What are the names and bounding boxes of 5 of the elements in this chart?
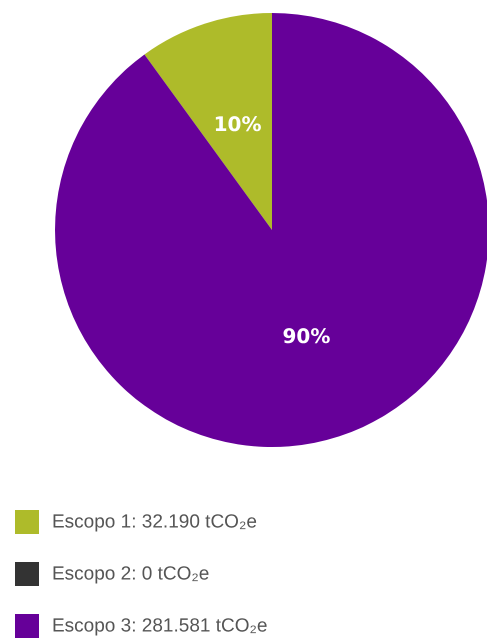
data-label: 90% [282,324,330,348]
legend-label: Escopo 2: 0 tCO₂e [52,564,210,584]
legend-label: Escopo 3: 281.581 tCO₂e [52,616,268,636]
data-label: 10% [214,112,262,136]
legend-label: Escopo 1: 32.190 tCO₂e [52,512,257,532]
